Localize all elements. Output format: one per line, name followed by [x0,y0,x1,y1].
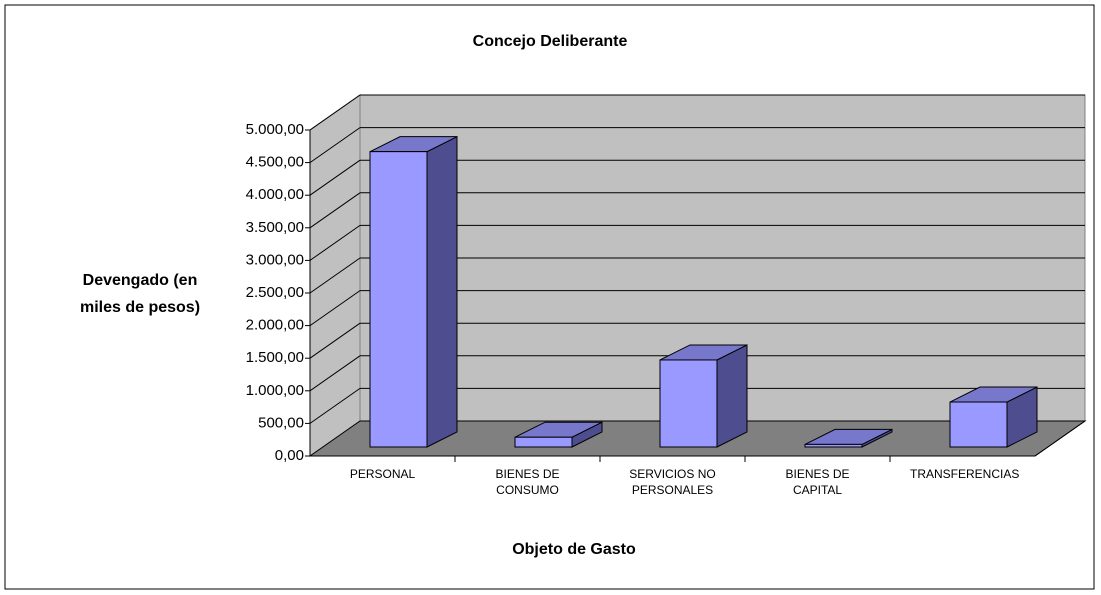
floor-edge [1034,420,1086,457]
side-grid-line [309,192,361,229]
x-tick-label: BIENES DE CAPITAL [785,467,850,497]
x-tick-label: TRANSFERENCIAS [910,467,1020,481]
y-tick-label: 4.000,00 [246,186,304,203]
x-axis-title: Objeto de Gasto [512,541,636,558]
bar [659,359,718,448]
y-tick-label: 0,00 [275,447,304,464]
side-grid-line [309,322,361,359]
y-tick-label: 3.500,00 [246,219,304,236]
side-grid-line [309,257,361,294]
y-tick-label: 5.000,00 [246,121,304,138]
x-tick-label: BIENES DE CONSUMO [495,467,560,497]
side-grid-line [309,94,361,131]
chart-title: Concejo Deliberante [472,33,628,50]
y-tick-label: 4.500,00 [246,154,304,171]
y-tick-label: 1.500,00 [246,349,304,366]
bar [949,401,1008,448]
side-grid-line [309,127,361,164]
y-tick-label: 2.500,00 [246,284,304,301]
y-axis-title: Devengado (en miles de pesos) [79,272,201,316]
side-grid-line [309,355,361,392]
side-grid-line [309,290,361,327]
bar [514,436,573,448]
bar-side [426,135,458,448]
y-tick-label: 500,00 [258,414,304,431]
y-tick-label: 2.000,00 [246,317,304,334]
side-grid-line [309,387,361,424]
x-tick-label: SERVICIOS NO PERSONALES [629,467,716,497]
x-tick-label: PERSONAL [349,467,416,481]
side-grid-line [309,159,361,196]
bar [804,443,863,448]
side-grid-line [309,224,361,261]
y-tick-label: 3.000,00 [246,251,304,268]
bar-side [716,344,748,448]
y-tick-label: 1.000,00 [246,382,304,399]
bar [369,151,428,448]
